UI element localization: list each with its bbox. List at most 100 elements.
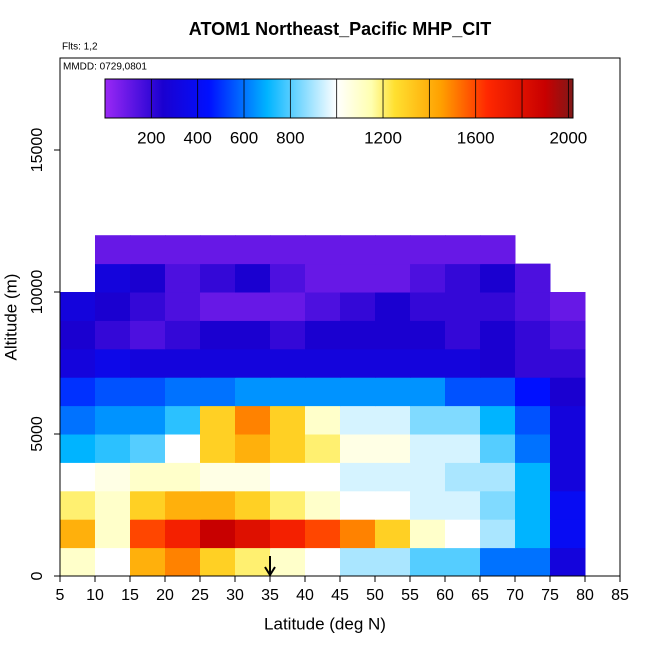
heat-cell xyxy=(445,348,481,378)
heat-cell xyxy=(340,547,376,577)
heat-cell xyxy=(95,405,131,435)
heat-cell xyxy=(130,547,166,577)
heat-cell xyxy=(445,263,481,293)
colorbar-tick-label: 1600 xyxy=(457,128,495,147)
heat-cell xyxy=(200,263,236,293)
heat-cell xyxy=(375,377,411,407)
heat-cell xyxy=(480,462,516,492)
heat-cell xyxy=(445,292,481,321)
heat-cell xyxy=(305,348,341,378)
heat-cell xyxy=(165,320,201,350)
heat-cell xyxy=(480,263,516,293)
heat-cell xyxy=(60,405,96,435)
heat-cell xyxy=(305,547,341,577)
x-tick-label: 80 xyxy=(576,587,594,604)
heat-cell xyxy=(480,235,516,265)
heat-cell xyxy=(410,519,446,549)
heat-cell xyxy=(480,348,516,378)
heat-cell xyxy=(445,377,481,407)
x-tick-label: 40 xyxy=(296,587,314,604)
x-tick-label: 35 xyxy=(261,587,279,604)
heat-cell xyxy=(95,434,131,463)
heat-cell xyxy=(515,519,551,549)
heat-cell xyxy=(130,434,166,463)
heat-cell xyxy=(445,320,481,350)
heat-cell xyxy=(270,320,306,350)
heat-cell xyxy=(445,547,481,577)
heat-cell xyxy=(445,462,481,492)
heat-cell xyxy=(340,490,376,520)
heat-cell xyxy=(130,348,166,378)
heat-cell xyxy=(235,547,271,577)
heat-cell xyxy=(410,490,446,520)
heat-cell xyxy=(305,292,341,321)
heat-cell xyxy=(550,292,586,321)
heat-cell xyxy=(480,377,516,407)
heat-cell xyxy=(515,292,551,321)
heat-cell xyxy=(235,348,271,378)
heat-cell xyxy=(410,235,446,265)
y-axis-label: Altitude (m) xyxy=(1,274,20,361)
heat-cell xyxy=(375,434,411,463)
colorbar-tick-label: 600 xyxy=(230,128,258,147)
heat-cell xyxy=(445,519,481,549)
heat-cell xyxy=(480,547,516,577)
heat-cell xyxy=(305,462,341,492)
heat-cell xyxy=(200,519,236,549)
heat-cell xyxy=(340,519,376,549)
heat-cell xyxy=(200,348,236,378)
heat-cell xyxy=(165,377,201,407)
heat-cell xyxy=(130,462,166,492)
x-tick-label: 45 xyxy=(331,587,349,604)
heat-cell xyxy=(130,519,166,549)
heat-cell xyxy=(95,348,131,378)
heat-cell xyxy=(410,320,446,350)
heat-cell xyxy=(165,462,201,492)
heat-cell xyxy=(165,519,201,549)
heat-cell xyxy=(270,519,306,549)
heat-cell xyxy=(130,490,166,520)
heat-cell xyxy=(200,377,236,407)
annotation: MMDD: 0729,0801 xyxy=(63,62,147,73)
colorbar-tick-label: 1200 xyxy=(364,128,402,147)
y-tick-label: 5000 xyxy=(29,416,46,452)
x-tick-label: 65 xyxy=(471,587,489,604)
heat-cell xyxy=(410,348,446,378)
heat-cell xyxy=(340,377,376,407)
x-tick-label: 50 xyxy=(366,587,384,604)
heat-cell xyxy=(235,519,271,549)
heat-cell xyxy=(445,235,481,265)
heat-cell xyxy=(550,348,586,378)
marker-arrowhead xyxy=(264,566,276,577)
heat-cell xyxy=(550,519,586,549)
heat-cell xyxy=(515,547,551,577)
y-tick-label: 0 xyxy=(29,571,46,580)
heat-cell xyxy=(235,405,271,435)
heat-cell xyxy=(340,434,376,463)
heat-cell xyxy=(550,547,586,577)
heat-cell xyxy=(270,235,306,265)
heat-cell xyxy=(270,377,306,407)
heat-cell xyxy=(270,434,306,463)
heat-cell xyxy=(515,377,551,407)
x-tick-label: 15 xyxy=(121,587,139,604)
heat-cell xyxy=(410,405,446,435)
heat-cell xyxy=(200,490,236,520)
heat-cell xyxy=(200,320,236,350)
heat-cell xyxy=(165,547,201,577)
heat-cell xyxy=(410,292,446,321)
heat-cell xyxy=(60,434,96,463)
heat-cell xyxy=(60,519,96,549)
heat-cell xyxy=(445,405,481,435)
heat-cell xyxy=(235,263,271,293)
heat-cell xyxy=(95,462,131,492)
heat-cell xyxy=(235,320,271,350)
heat-cell xyxy=(60,377,96,407)
heat-cell xyxy=(375,519,411,549)
heat-cell xyxy=(95,263,131,293)
heat-cell xyxy=(375,292,411,321)
heat-cell xyxy=(200,235,236,265)
x-tick-label: 20 xyxy=(156,587,174,604)
heat-cell xyxy=(550,462,586,492)
heat-cell xyxy=(130,405,166,435)
